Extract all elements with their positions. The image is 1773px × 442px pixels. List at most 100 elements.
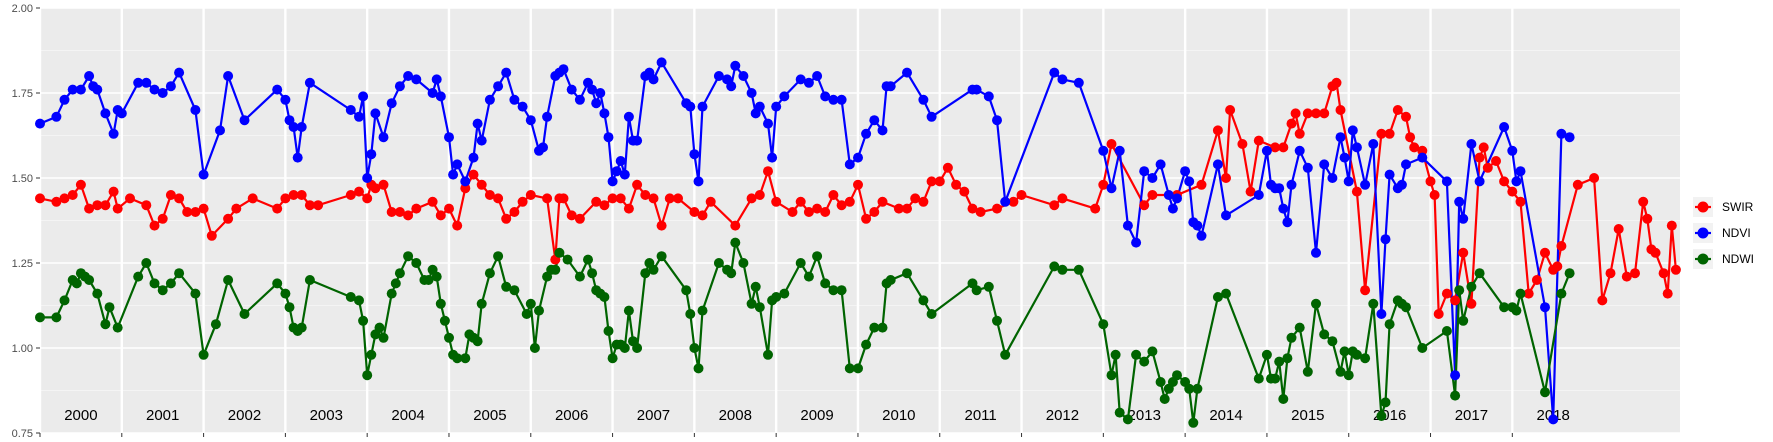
data-point-ndwi: [403, 251, 414, 262]
data-point-ndvi: [853, 152, 863, 163]
data-point-ndwi: [885, 275, 896, 285]
data-point-ndvi: [1184, 176, 1195, 187]
data-point-swir: [795, 196, 806, 207]
data-point-ndvi: [1302, 162, 1313, 173]
data-point-ndwi: [423, 275, 434, 285]
data-point-swir: [378, 179, 389, 190]
data-point-ndwi: [779, 288, 790, 299]
data-point-ndvi: [754, 101, 765, 112]
data-point-swir: [664, 193, 675, 204]
data-point-ndvi: [304, 77, 315, 88]
data-point-swir: [51, 196, 62, 207]
data-point-ndvi: [902, 67, 912, 78]
data-point-ndwi: [1401, 302, 1411, 313]
data-point-ndvi: [165, 81, 176, 92]
data-point-ndvi: [1396, 179, 1407, 190]
data-point-swir: [112, 203, 123, 214]
data-point-ndwi: [1159, 394, 1170, 404]
data-point-ndvi: [1278, 203, 1289, 214]
data-point-ndvi: [358, 91, 369, 102]
data-point-swir: [1670, 264, 1681, 275]
legend-label-swir: SWIR: [1722, 200, 1754, 214]
data-point-swir: [656, 220, 667, 231]
data-point-ndwi: [472, 336, 483, 347]
data-point-ndvi: [1167, 203, 1178, 214]
data-point-swir: [1474, 152, 1485, 163]
data-point-ndwi: [828, 285, 839, 296]
data-point-ndvi: [501, 67, 512, 78]
data-point-ndvi: [1511, 176, 1522, 187]
data-point-ndvi: [215, 125, 225, 136]
data-point-ndvi: [1147, 173, 1158, 183]
legend-label-ndvi: NDVI: [1722, 226, 1751, 240]
data-point-ndvi: [971, 84, 982, 95]
data-point-ndwi: [926, 309, 937, 319]
data-point-ndwi: [354, 295, 364, 306]
data-point-swir: [1650, 247, 1661, 258]
data-point-ndwi: [1339, 346, 1350, 357]
data-point-swir: [902, 203, 912, 214]
data-point-swir: [403, 210, 414, 221]
data-point-swir: [370, 183, 381, 194]
data-point-swir: [1253, 135, 1264, 146]
data-point-ndwi: [1458, 315, 1469, 326]
data-point-ndwi: [1327, 336, 1338, 347]
year-label: 2004: [391, 407, 424, 424]
data-point-ndwi: [1098, 319, 1109, 330]
data-point-ndvi: [1335, 132, 1346, 143]
data-point-ndvi: [632, 135, 643, 146]
data-point-ndvi: [92, 84, 103, 95]
data-point-ndwi: [1499, 302, 1510, 313]
data-point-swir: [877, 196, 888, 207]
data-point-swir: [975, 207, 986, 217]
data-point-ndvi: [1343, 176, 1354, 187]
data-point-ndwi: [1417, 343, 1428, 353]
data-point-swir: [1531, 275, 1542, 285]
data-point-ndwi: [1057, 264, 1068, 275]
data-point-ndvi: [726, 81, 737, 92]
data-point-swir: [141, 200, 152, 211]
data-point-ndwi: [713, 258, 724, 268]
data-point-swir: [640, 190, 651, 200]
data-point-swir: [1286, 118, 1297, 129]
data-point-ndwi: [493, 251, 504, 262]
data-point-ndvi: [1261, 145, 1272, 156]
data-point-ndvi: [1351, 142, 1362, 153]
data-point-swir: [763, 166, 773, 177]
data-point-ndvi: [1139, 166, 1150, 177]
minor-gridlines: [40, 50, 1680, 391]
data-point-swir: [1666, 220, 1677, 231]
data-point-swir: [100, 200, 111, 211]
data-point-ndvi: [1474, 176, 1485, 187]
data-point-ndwi: [1192, 383, 1203, 394]
data-point-ndwi: [1450, 390, 1461, 401]
data-point-ndvi: [75, 84, 86, 95]
data-point-ndwi: [35, 312, 45, 323]
data-point-ndwi: [1147, 346, 1158, 357]
data-point-ndwi: [304, 275, 315, 285]
data-point-swir: [468, 169, 479, 180]
data-point-ndvi: [587, 84, 598, 95]
data-point-swir: [1392, 105, 1403, 115]
data-point-ndvi: [484, 94, 495, 105]
data-point-swir: [1450, 295, 1461, 306]
data-point-ndvi: [149, 84, 160, 95]
data-point-ndwi: [1564, 268, 1575, 279]
data-point-ndwi: [812, 251, 823, 262]
data-point-swir: [1425, 176, 1436, 187]
data-point-ndvi: [354, 111, 364, 122]
data-point-ndwi: [983, 281, 994, 292]
data-point-ndvi: [1294, 145, 1305, 156]
year-label: 2001: [146, 407, 179, 424]
data-point-ndwi: [1274, 356, 1285, 367]
data-point-ndwi: [763, 349, 773, 360]
data-point-ndwi: [1253, 373, 1264, 384]
data-point-swir: [893, 203, 904, 214]
data-point-ndvi: [1311, 247, 1321, 258]
data-point-ndvi: [1466, 139, 1477, 149]
data-point-ndwi: [280, 288, 291, 299]
data-point-ndvi: [272, 84, 283, 95]
data-point-ndvi: [615, 156, 626, 166]
data-point-ndwi: [750, 281, 761, 292]
data-point-ndvi: [1384, 169, 1395, 180]
